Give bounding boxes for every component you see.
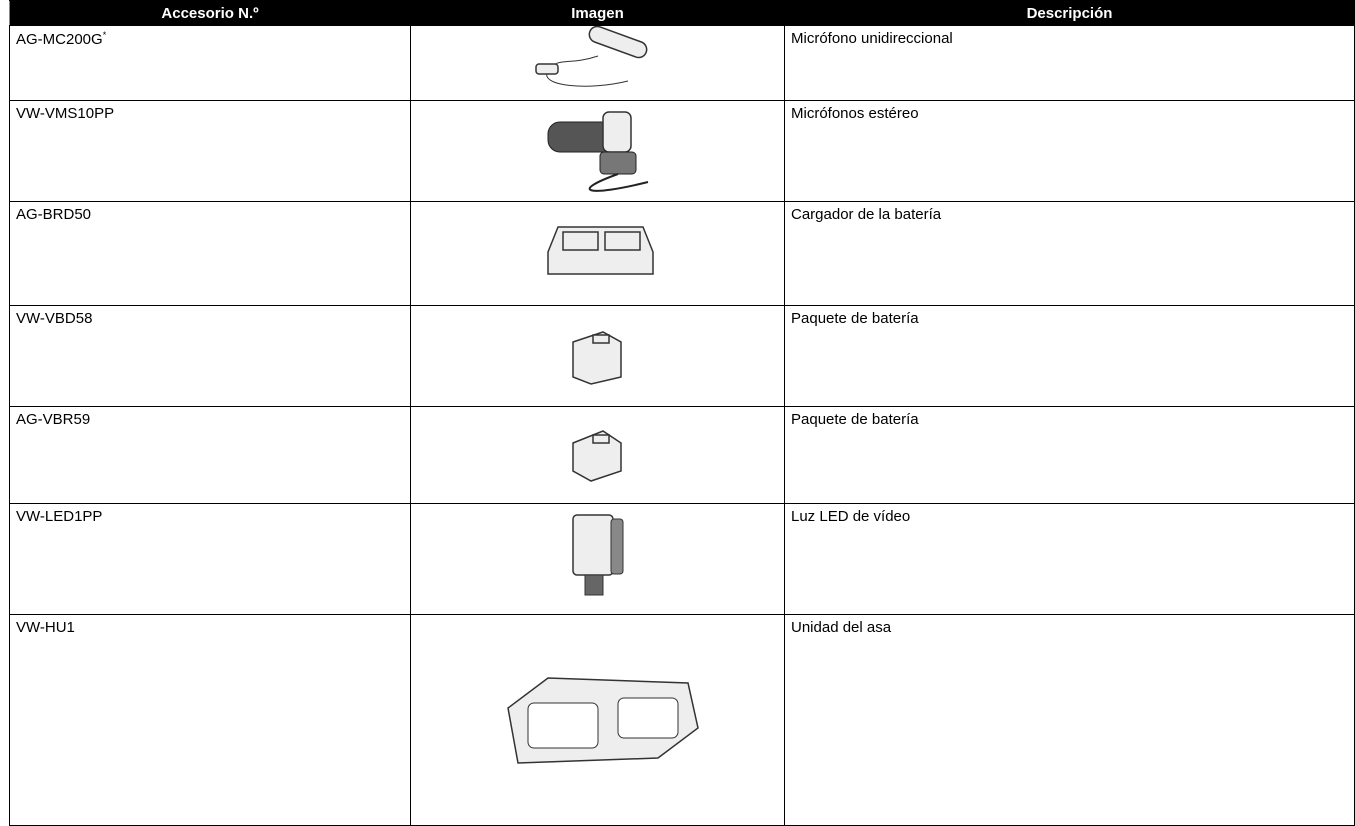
table-row: AG-VBR59 Paquete de batería [9, 406, 1355, 504]
accessory-image [506, 677, 699, 764]
description-cell: Micrófono unidireccional [784, 25, 1355, 101]
table-row: VW-HU1 Unidad del asa [9, 614, 1355, 826]
header-cell: Imagen [410, 0, 785, 26]
description-cell: Luz LED de vídeo [784, 503, 1355, 615]
table-row: VW-VMS10PP Micrófonos estéreo [9, 100, 1355, 202]
image-cell [410, 503, 785, 615]
accessory-code: AG-MC200G [16, 31, 103, 48]
code-cell: AG-BRD50 [9, 201, 411, 306]
code-cell: AG-VBR59 [9, 406, 411, 504]
table-body: AG-MC200G* Micrófono unidireccional VW-VMS… [9, 25, 1355, 826]
accessory-code: AG-VBR59 [16, 411, 91, 428]
accessory-image [571, 330, 622, 385]
table-row: AG-BRD50 Cargador de la batería [9, 201, 1355, 306]
accessory-image [571, 429, 622, 482]
description-cell: Unidad del asa [784, 614, 1355, 826]
description-cell: Paquete de batería [784, 305, 1355, 407]
accessory-code: VW-LED1PP [16, 508, 103, 525]
table-row: VW-LED1PP Luz LED de vídeo [9, 503, 1355, 615]
table-row: VW-VBD58 Paquete de batería [9, 305, 1355, 407]
accessory-code: VW-VBD58 [16, 310, 93, 327]
image-cell [410, 614, 785, 826]
code-cell: AG-MC200G* [9, 25, 411, 101]
description-cell: Cargador de la batería [784, 201, 1355, 306]
image-cell [410, 25, 785, 101]
accessory-table: Accesorio N.º Imagen Descripción AG-MC20… [9, 0, 1355, 826]
accessory-code: VW-HU1 [16, 619, 75, 636]
header-cell: Accesorio N.º [9, 0, 411, 26]
accessory-image [534, 25, 647, 87]
header-row: Accesorio N.º Imagen Descripción [9, 0, 1355, 26]
accessory-image [571, 514, 623, 596]
accessory-code: AG-BRD50 [16, 206, 92, 223]
image-cell [410, 406, 785, 504]
table-row: AG-MC200G* Micrófono unidireccional [9, 25, 1355, 101]
image-cell [410, 201, 785, 306]
accessory-image [547, 110, 648, 192]
code-cell: VW-VBD58 [9, 305, 411, 407]
accessory-image [546, 225, 654, 275]
image-cell [410, 100, 785, 202]
note-mark: * [102, 30, 107, 40]
header-cell: Descripción [784, 0, 1355, 26]
description-cell: Paquete de batería [784, 406, 1355, 504]
description-cell: Micrófonos estéreo [784, 100, 1355, 202]
code-cell: VW-VMS10PP [9, 100, 411, 202]
code-cell: VW-LED1PP [9, 503, 411, 615]
accessory-code: VW-VMS10PP [16, 105, 115, 122]
image-cell [410, 305, 785, 407]
code-cell: VW-HU1 [9, 614, 411, 826]
